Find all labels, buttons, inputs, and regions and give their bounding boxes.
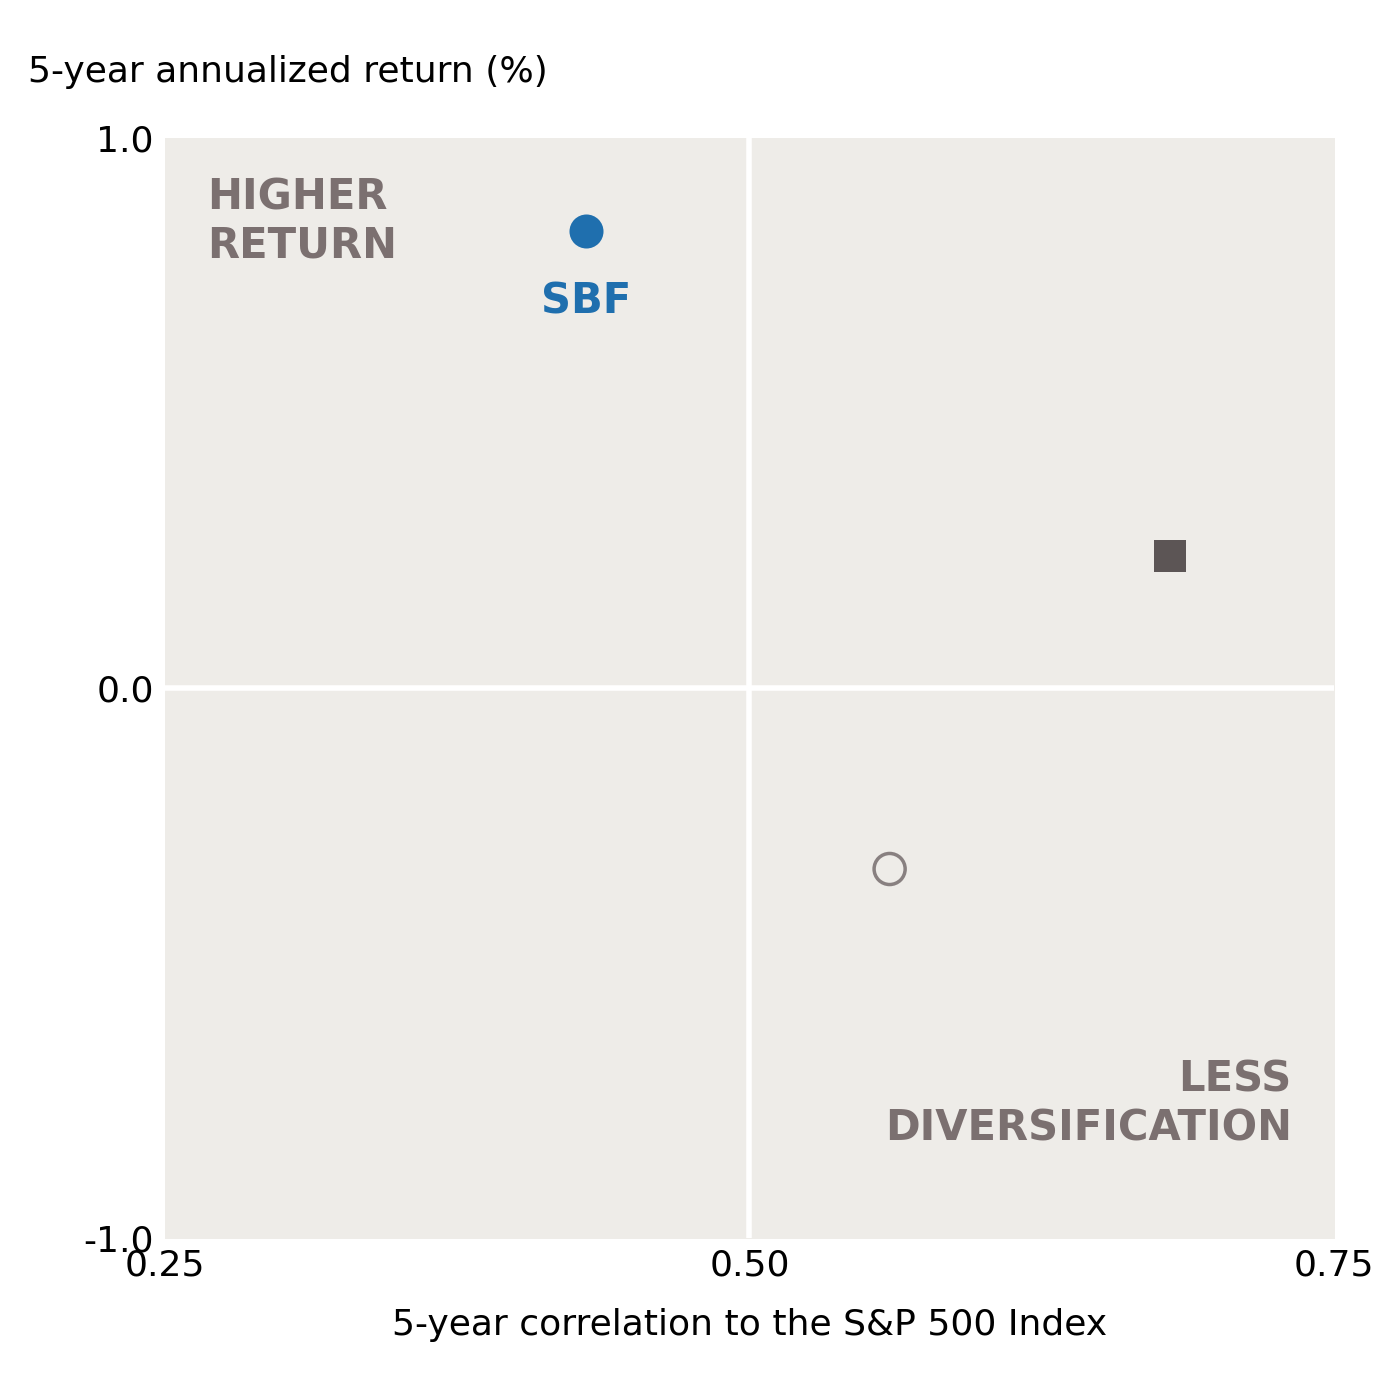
Text: LESS
DIVERSIFICATION: LESS DIVERSIFICATION	[884, 1059, 1291, 1150]
Point	[879, 858, 901, 880]
X-axis label: 5-year correlation to the S&P 500 Index: 5-year correlation to the S&P 500 Index	[392, 1308, 1107, 1342]
Text: 5-year annualized return (%): 5-year annualized return (%)	[28, 55, 547, 89]
Text: HIGHER
RETURN: HIGHER RETURN	[208, 176, 397, 267]
Text: SBF: SBF	[540, 280, 631, 323]
Point	[575, 220, 597, 242]
Point	[1159, 544, 1181, 566]
